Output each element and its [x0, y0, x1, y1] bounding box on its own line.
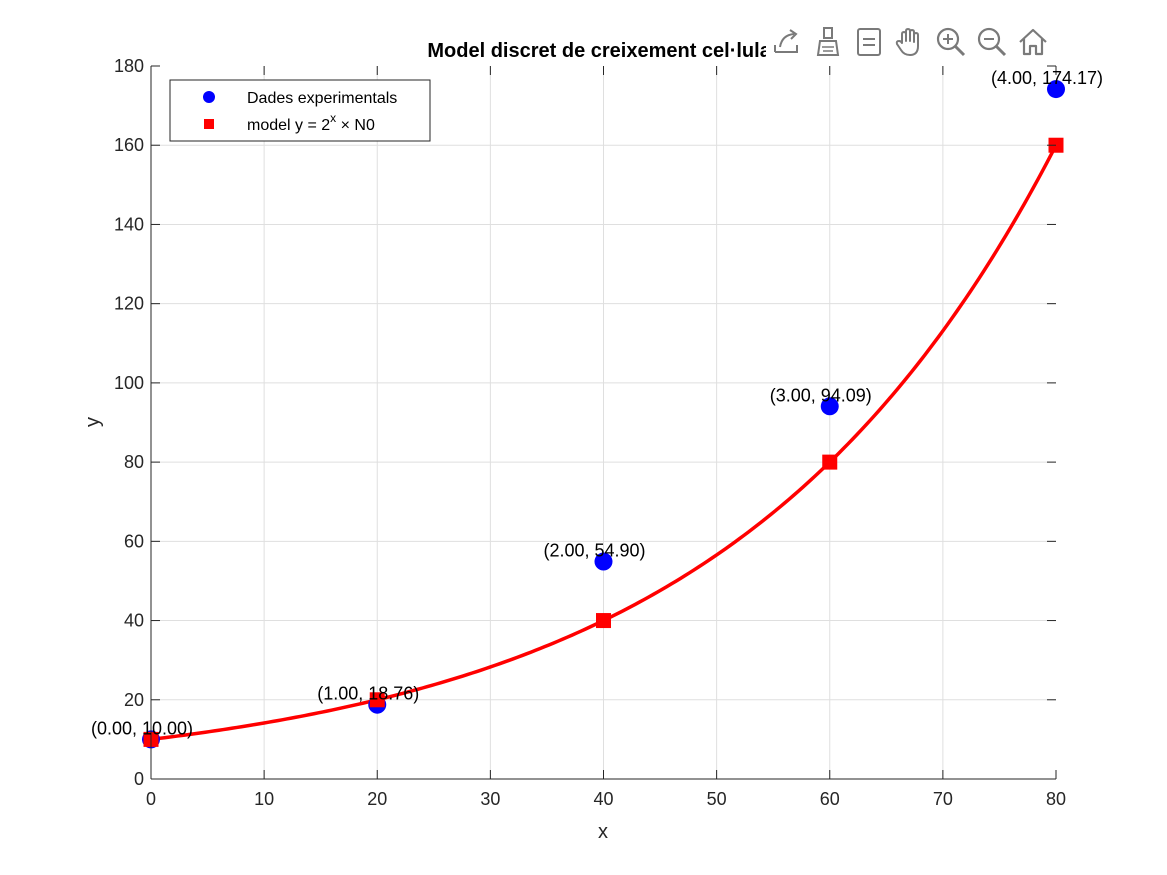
zoom-in-icon — [936, 27, 965, 57]
y-tick-label: 60 — [124, 531, 144, 551]
x-tick-label: 40 — [593, 789, 613, 809]
x-tick-label: 30 — [480, 789, 500, 809]
datatip-icon — [856, 28, 881, 56]
y-tick-label: 40 — [124, 611, 144, 631]
chart-title: Model discret de creixement cel·lular — [427, 40, 778, 62]
y-tick-label: 160 — [114, 135, 144, 155]
model-point — [822, 454, 838, 470]
x-tick-label: 50 — [707, 789, 727, 809]
y-tick-label: 100 — [114, 373, 144, 393]
point-annotation: (4.00, 174.17) — [991, 68, 1103, 88]
x-tick-label: 20 — [367, 789, 387, 809]
y-tick-label: 120 — [114, 294, 144, 314]
experimental-point — [1047, 80, 1065, 99]
axes-toolbar — [766, 22, 1053, 62]
restore-view-button[interactable] — [1012, 22, 1053, 62]
legend-label-experimental: Dades experimentals — [247, 90, 397, 107]
zoom-out-button[interactable] — [971, 22, 1012, 62]
point-annotation: (3.00, 94.09) — [770, 385, 872, 405]
x-axis-label: x — [598, 821, 608, 843]
point-annotation: (2.00, 54.90) — [543, 541, 645, 561]
zoom-in-button[interactable] — [930, 22, 971, 62]
grid — [151, 66, 1056, 779]
y-axis-label: y — [82, 417, 104, 427]
x-tick-label: 70 — [933, 789, 953, 809]
pan-hand-icon — [895, 28, 919, 56]
legend-label-model: model y = 2x × N0 — [247, 111, 375, 134]
home-icon — [1018, 28, 1047, 56]
legend[interactable]: Dades experimentals model y = 2x × N0 — [169, 79, 431, 142]
brush-icon — [816, 27, 839, 56]
y-tick-label: 180 — [114, 56, 144, 76]
experimental-point — [820, 397, 839, 416]
model-point — [596, 613, 611, 629]
point-annotation: (0.00, 10.00) — [91, 718, 193, 738]
model-point — [369, 692, 385, 708]
x-tick-label: 10 — [254, 789, 274, 809]
experimental-point — [594, 552, 613, 571]
axes: 0 10 20 30 40 50 60 70 80 0 20 40 60 80 100 120 140 160 18… — [114, 56, 1066, 809]
x-tick-label: 80 — [1046, 789, 1066, 809]
pan-button[interactable] — [889, 22, 930, 62]
legend-box — [169, 79, 431, 142]
datatip-button[interactable] — [848, 22, 889, 62]
y-tick-label: 0 — [134, 769, 144, 789]
brush-button[interactable] — [807, 22, 848, 62]
y-tick-label: 20 — [124, 690, 144, 710]
legend-marker-experimental — [203, 91, 215, 103]
point-annotation: (1.00, 18.76) — [317, 684, 419, 704]
export-icon — [773, 29, 798, 53]
legend-marker-model — [204, 119, 214, 129]
x-tick-label: 0 — [146, 789, 156, 809]
x-tick-label: 60 — [820, 789, 840, 809]
y-tick-label: 140 — [114, 214, 144, 234]
export-button[interactable] — [766, 22, 807, 62]
annotation-layer: (0.00, 10.00) (1.00, 18.76) (2.00, 54.90) (… — [91, 68, 1103, 738]
zoom-out-icon — [977, 27, 1006, 57]
y-tick-label: 80 — [124, 452, 144, 472]
